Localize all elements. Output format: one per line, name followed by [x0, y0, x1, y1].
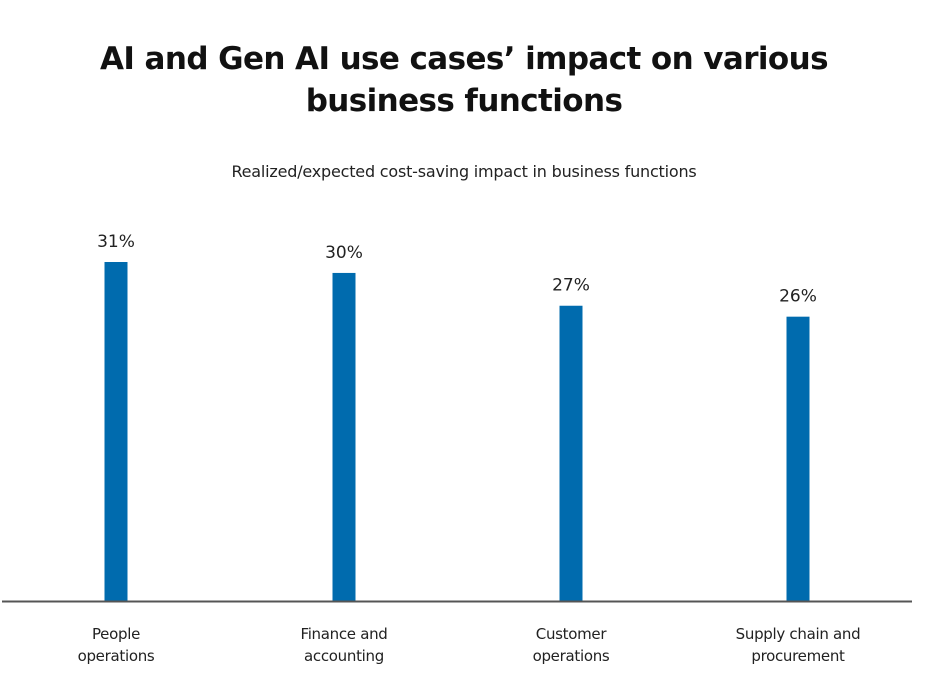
category-label-line: operations: [77, 647, 155, 665]
data-label-1: 30%: [325, 243, 363, 263]
category-label-line: procurement: [751, 647, 845, 665]
bar-1: [332, 272, 356, 601]
category-label-line: Customer: [535, 625, 607, 643]
data-label-0: 31%: [97, 232, 135, 252]
chart-subtitle: Realized/expected cost-saving impact in …: [231, 162, 697, 181]
category-label-1: Finance and accounting: [259, 623, 429, 667]
chart-title: AI and Gen AI use cases’ impact on vario…: [0, 38, 928, 122]
data-label-2: 27%: [552, 276, 590, 296]
data-label-3: 26%: [779, 287, 817, 307]
category-label-line: operations: [532, 647, 610, 665]
category-label-line: Finance and: [300, 625, 388, 643]
bar-3: [786, 316, 810, 601]
category-label-line: People: [91, 625, 141, 643]
chart-title-line-2: business functions: [305, 83, 623, 119]
bar-0: [104, 262, 128, 601]
category-label-line: accounting: [304, 647, 384, 665]
category-label-3: Supply chain and procurement: [713, 623, 883, 667]
category-label-line: Supply chain and: [735, 625, 861, 643]
category-label-2: Customer operations: [486, 623, 656, 667]
chart-title-line-1: AI and Gen AI use cases’ impact on vario…: [100, 41, 829, 77]
bar-2: [559, 305, 583, 601]
category-label-0: People operations: [31, 623, 201, 667]
